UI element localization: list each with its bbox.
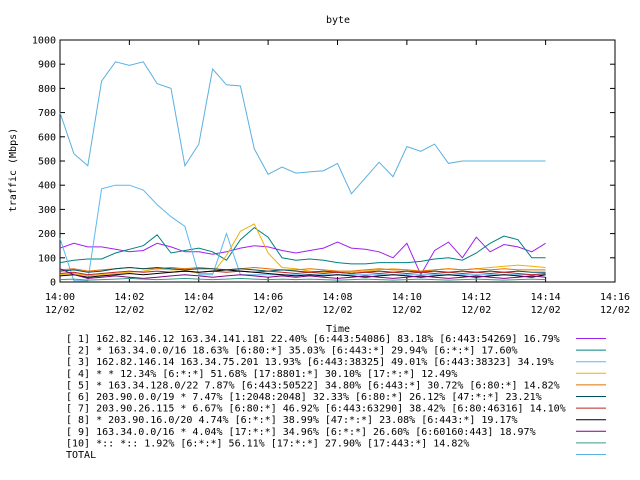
axis-ticks: 0 100 200 300 400 500 600 700 800 900 1000 14:00 12/… xyxy=(32,36,630,317)
y-tick-label: 700 xyxy=(38,108,56,119)
x-axis-label: Time xyxy=(326,324,350,335)
series-line-3 xyxy=(59,184,546,282)
x-tick-label-date: 12/02 xyxy=(392,305,422,316)
legend-entry-10: [10] *:: *:: 1.92% [6:*:*] 56.11% [17:*:… xyxy=(66,438,469,449)
chart-title: byte xyxy=(326,15,350,26)
y-axis-label: traffic (Mbps) xyxy=(8,128,19,212)
x-tick-label-date: 12/02 xyxy=(461,305,491,316)
legend-entry-5: [ 5] * 163.34.128.0/22 7.87% [6:443:5052… xyxy=(66,380,560,391)
y-tick-label: 100 xyxy=(38,253,56,264)
x-tick-label-time: 14:06 xyxy=(253,292,283,303)
legend-entry-11: TOTAL xyxy=(66,450,96,461)
series-lines xyxy=(59,61,546,282)
series-line-9 xyxy=(59,268,546,279)
series-line-6 xyxy=(59,266,546,275)
x-tick-label-time: 14:10 xyxy=(392,292,422,303)
x-tick-label-date: 12/02 xyxy=(253,305,283,316)
legend-entry-4: [ 4] * * 12.34% [6:*:*] 51.68% [17:8801:… xyxy=(66,369,457,380)
y-tick-label: 300 xyxy=(38,205,56,216)
x-tick-label-time: 14:14 xyxy=(531,292,561,303)
x-tick-label-date: 12/02 xyxy=(531,305,561,316)
y-tick-label: 200 xyxy=(38,229,56,240)
series-line-2 xyxy=(59,226,546,265)
legend-entry-9: [ 9] 163.34.0.0/16 * 4.04% [17:*:*] 34.9… xyxy=(66,427,536,438)
x-tick-label-time: 14:00 xyxy=(45,292,75,303)
y-tick-label: 800 xyxy=(38,84,56,95)
legend-entry-8: [ 8] * 203.90.16.0/20 4.74% [6:*:*] 38.9… xyxy=(66,415,518,426)
series-line-8 xyxy=(59,269,546,278)
legend-entry-2: [ 2] * 163.34.0.0/16 18.63% [6:80:*] 35.… xyxy=(66,346,518,357)
y-tick-label: 400 xyxy=(38,181,56,192)
x-tick-label-date: 12/02 xyxy=(600,305,630,316)
y-tick-label: 600 xyxy=(38,132,56,143)
x-tick-label-date: 12/02 xyxy=(45,305,75,316)
legend-entry-1: [ 1] 162.82.146.12 163.34.141.181 22.40%… xyxy=(66,334,560,345)
series-line-10 xyxy=(59,277,546,281)
x-tick-label-date: 12/02 xyxy=(114,305,144,316)
series-line-1 xyxy=(59,236,546,276)
x-tick-label-date: 12/02 xyxy=(184,305,214,316)
series-line-11 xyxy=(59,61,546,195)
x-tick-label-time: 14:08 xyxy=(322,292,352,303)
x-tick-label-time: 14:04 xyxy=(184,292,214,303)
y-tick-label: 0 xyxy=(50,278,56,289)
legend: [ 1] 162.82.146.12 163.34.141.181 22.40%… xyxy=(66,334,606,461)
y-tick-label: 900 xyxy=(38,60,56,71)
series-line-7 xyxy=(59,270,546,276)
legend-entry-3: [ 3] 162.82.146.14 163.34.75.201 13.93% … xyxy=(66,357,554,368)
x-tick-label-date: 12/02 xyxy=(322,305,352,316)
legend-entry-6: [ 6] 203.90.0.0/19 * 7.47% [1:2048:2048]… xyxy=(66,392,542,403)
legend-entry-7: [ 7] 203.90.26.115 * 6.67% [6:80:*] 46.9… xyxy=(66,404,566,415)
y-tick-label: 1000 xyxy=(32,36,56,47)
x-tick-label-time: 14:02 xyxy=(114,292,144,303)
y-tick-label: 500 xyxy=(38,157,56,168)
x-tick-label-time: 14:16 xyxy=(600,292,630,303)
x-tick-label-time: 14:12 xyxy=(461,292,491,303)
